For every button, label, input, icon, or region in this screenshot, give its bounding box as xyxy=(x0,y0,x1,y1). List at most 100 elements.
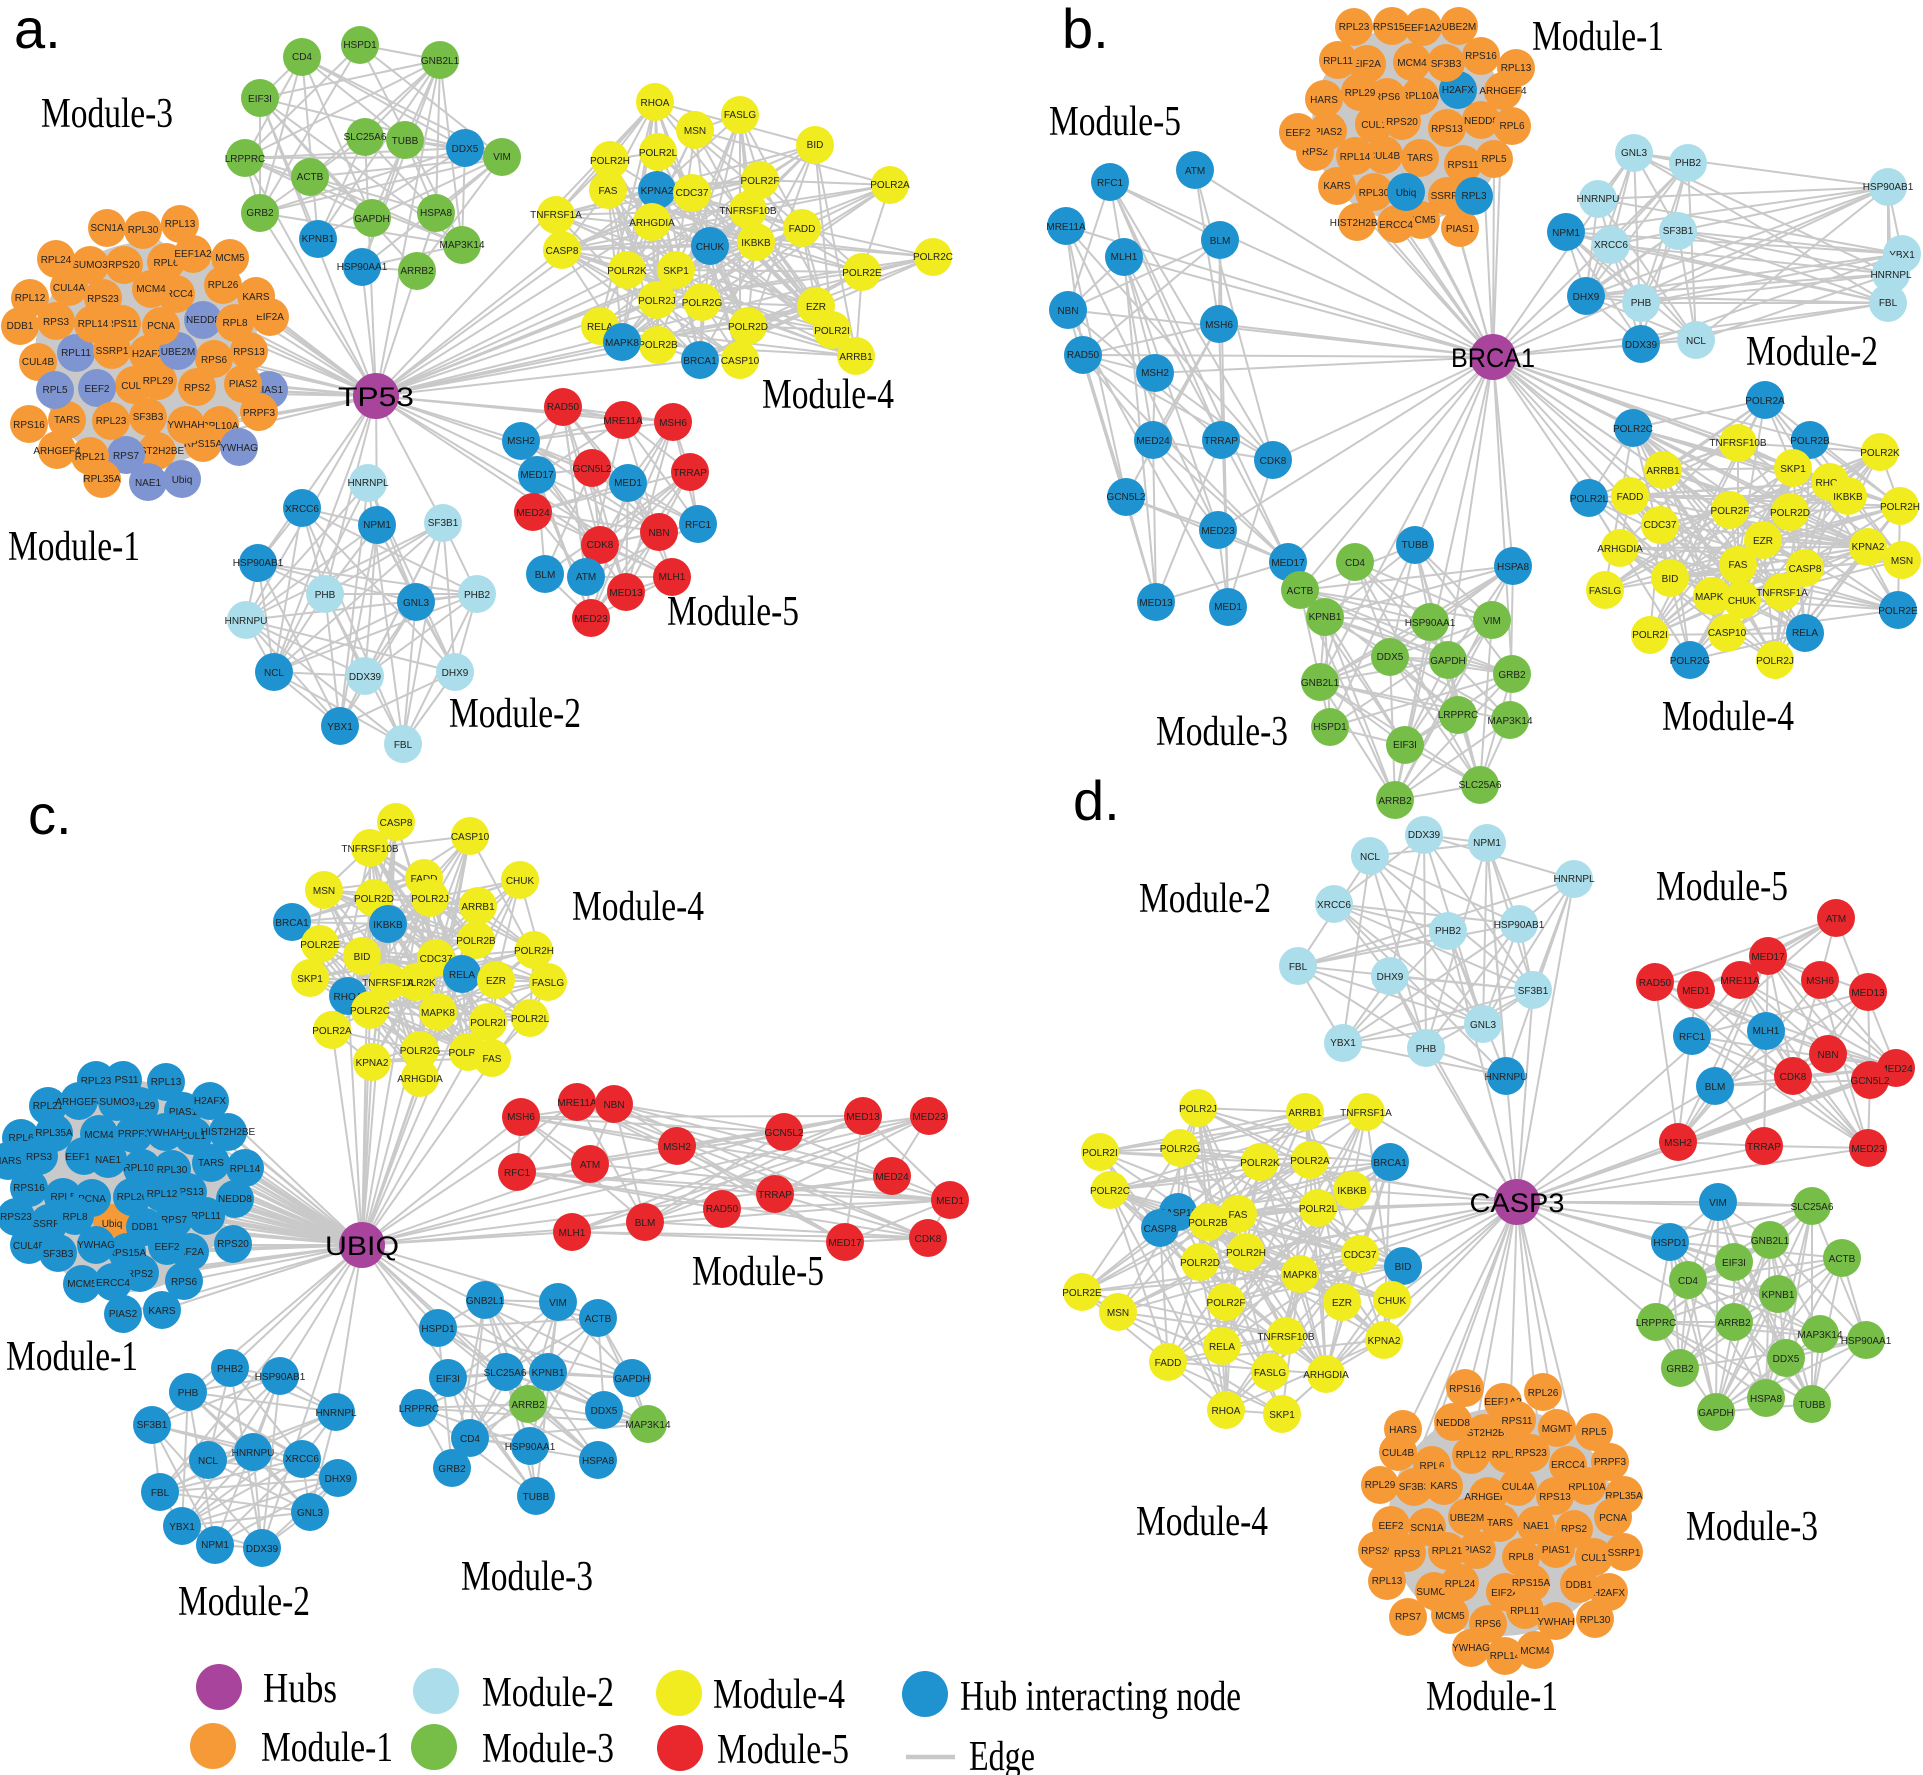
svg-text:EZR: EZR xyxy=(1753,536,1773,547)
svg-text:FAS: FAS xyxy=(483,1054,502,1065)
svg-text:EZR: EZR xyxy=(806,302,826,313)
svg-text:POLR2L: POLR2L xyxy=(639,148,678,159)
svg-text:SUMO3: SUMO3 xyxy=(99,1097,135,1108)
svg-text:POLR2J: POLR2J xyxy=(638,296,676,307)
svg-text:Module-4: Module-4 xyxy=(762,372,894,418)
svg-text:MSN: MSN xyxy=(684,126,706,137)
svg-text:TRRAP: TRRAP xyxy=(673,468,707,479)
svg-text:ARRB2: ARRB2 xyxy=(400,266,434,277)
svg-text:RPL14: RPL14 xyxy=(1490,1651,1521,1662)
svg-text:PHB: PHB xyxy=(1631,298,1652,309)
svg-text:HNRNPL: HNRNPL xyxy=(1553,874,1595,885)
svg-text:KPNB1: KPNB1 xyxy=(1309,612,1342,623)
svg-text:FASLG: FASLG xyxy=(532,978,564,989)
svg-text:FADD: FADD xyxy=(1155,1358,1182,1369)
svg-text:NEDD8: NEDD8 xyxy=(1464,116,1498,127)
svg-text:RPS16: RPS16 xyxy=(1449,1384,1481,1395)
svg-text:RFC1: RFC1 xyxy=(685,520,712,531)
svg-text:MRE11A: MRE11A xyxy=(1720,976,1760,987)
svg-text:MSN: MSN xyxy=(1891,556,1913,567)
svg-text:PHB: PHB xyxy=(178,1388,199,1399)
svg-text:DDX5: DDX5 xyxy=(1773,1354,1800,1365)
svg-text:GNL3: GNL3 xyxy=(1621,148,1648,159)
svg-text:H2AFX: H2AFX xyxy=(1442,85,1475,96)
svg-text:POLR2C: POLR2C xyxy=(1090,1186,1130,1197)
svg-text:BID: BID xyxy=(1395,1262,1412,1273)
svg-text:Module-2: Module-2 xyxy=(1139,876,1271,922)
svg-text:POLR2A: POLR2A xyxy=(870,180,910,191)
svg-text:EIF2A: EIF2A xyxy=(176,1247,204,1258)
svg-text:GCN5L2: GCN5L2 xyxy=(573,464,612,475)
svg-text:POLR2I: POLR2I xyxy=(1632,630,1668,641)
svg-text:POLR2K: POLR2K xyxy=(607,266,647,277)
svg-text:Module-5: Module-5 xyxy=(667,589,799,635)
svg-text:RHOA: RHOA xyxy=(1816,478,1845,489)
svg-text:CUL4A: CUL4A xyxy=(53,283,86,294)
svg-text:HSPD1: HSPD1 xyxy=(421,1324,455,1335)
svg-text:HNRNPU: HNRNPU xyxy=(1577,194,1620,205)
svg-text:RPL23: RPL23 xyxy=(1492,1450,1523,1461)
svg-text:FBL: FBL xyxy=(394,740,413,751)
svg-text:Module-1: Module-1 xyxy=(261,1725,393,1771)
svg-text:YBX1: YBX1 xyxy=(1330,1038,1356,1049)
svg-text:HARS: HARS xyxy=(1310,95,1338,106)
svg-text:EIF2A: EIF2A xyxy=(1491,1588,1519,1599)
svg-text:TARS: TARS xyxy=(54,415,80,426)
svg-text:POLR2B: POLR2B xyxy=(456,936,496,947)
svg-text:EEF1A2: EEF1A2 xyxy=(174,249,212,260)
svg-text:PIAS1: PIAS1 xyxy=(255,385,284,396)
svg-text:TNFRSF1A: TNFRSF1A xyxy=(1756,588,1808,599)
svg-text:RPL13: RPL13 xyxy=(151,1077,182,1088)
svg-text:RPS13: RPS13 xyxy=(1539,1492,1571,1503)
svg-text:BID: BID xyxy=(354,952,371,963)
svg-text:GNL3: GNL3 xyxy=(297,1508,324,1519)
svg-text:MSN: MSN xyxy=(313,886,335,897)
svg-text:YWHAH: YWHAH xyxy=(1537,1617,1574,1628)
svg-text:Module-5: Module-5 xyxy=(1656,864,1788,910)
svg-text:POLR2E: POLR2E xyxy=(842,268,882,279)
svg-text:HSP90AB1: HSP90AB1 xyxy=(233,558,284,569)
svg-text:ERCC4: ERCC4 xyxy=(96,1278,130,1289)
svg-text:MCM4: MCM4 xyxy=(84,1130,114,1141)
svg-text:Ubiq: Ubiq xyxy=(102,1219,123,1230)
svg-text:ARHGDIA: ARHGDIA xyxy=(629,218,675,229)
svg-text:ARRB2: ARRB2 xyxy=(1378,796,1412,807)
svg-text:LRPPRC: LRPPRC xyxy=(1438,710,1479,721)
svg-text:RPS7: RPS7 xyxy=(161,1215,188,1226)
svg-text:RPS15A: RPS15A xyxy=(1512,1578,1551,1589)
svg-text:POLR2B: POLR2B xyxy=(638,340,678,351)
svg-text:CASP3: CASP3 xyxy=(1470,1188,1565,1218)
svg-text:Module-3: Module-3 xyxy=(1156,709,1288,755)
svg-text:KPNA2: KPNA2 xyxy=(1368,1336,1401,1347)
svg-text:NEDD8: NEDD8 xyxy=(186,315,220,326)
svg-text:KPNB1: KPNB1 xyxy=(302,234,335,245)
svg-text:MSH2: MSH2 xyxy=(1141,368,1169,379)
svg-text:RPL12: RPL12 xyxy=(15,293,46,304)
svg-text:KPNA2: KPNA2 xyxy=(356,1058,389,1069)
svg-text:RPL21: RPL21 xyxy=(1432,1546,1463,1557)
svg-text:POLR2A: POLR2A xyxy=(1290,1156,1330,1167)
svg-text:RPS11: RPS11 xyxy=(1502,1416,1533,1427)
svg-text:a.: a. xyxy=(14,0,61,60)
svg-text:RPL5: RPL5 xyxy=(1481,154,1506,165)
svg-text:RPS20: RPS20 xyxy=(217,1239,249,1250)
svg-text:EEF1A2: EEF1A2 xyxy=(1484,1397,1522,1408)
svg-text:POLR2I: POLR2I xyxy=(814,326,850,337)
svg-text:NBN: NBN xyxy=(1057,306,1078,317)
svg-text:EIF3I: EIF3I xyxy=(1393,740,1417,751)
svg-text:CDC37: CDC37 xyxy=(420,954,453,965)
svg-text:POLR2F: POLR2F xyxy=(449,1048,488,1059)
svg-text:POLR2F: POLR2F xyxy=(1207,1298,1246,1309)
svg-text:PHB2: PHB2 xyxy=(217,1364,244,1375)
svg-text:RPL21: RPL21 xyxy=(33,1101,64,1112)
svg-text:Hubs: Hubs xyxy=(263,1666,337,1712)
svg-text:TNFRSF1A: TNFRSF1A xyxy=(1340,1108,1392,1119)
svg-text:CASP10: CASP10 xyxy=(451,832,490,843)
svg-text:Module-3: Module-3 xyxy=(482,1726,614,1772)
svg-text:TNFRSF10B: TNFRSF10B xyxy=(719,206,777,217)
svg-text:NEDD8: NEDD8 xyxy=(1436,1418,1470,1429)
svg-text:RAD50: RAD50 xyxy=(547,402,580,413)
svg-text:GAPDH: GAPDH xyxy=(354,214,390,225)
svg-text:EEF1A2: EEF1A2 xyxy=(65,1152,103,1163)
svg-text:MED17: MED17 xyxy=(828,1238,862,1249)
